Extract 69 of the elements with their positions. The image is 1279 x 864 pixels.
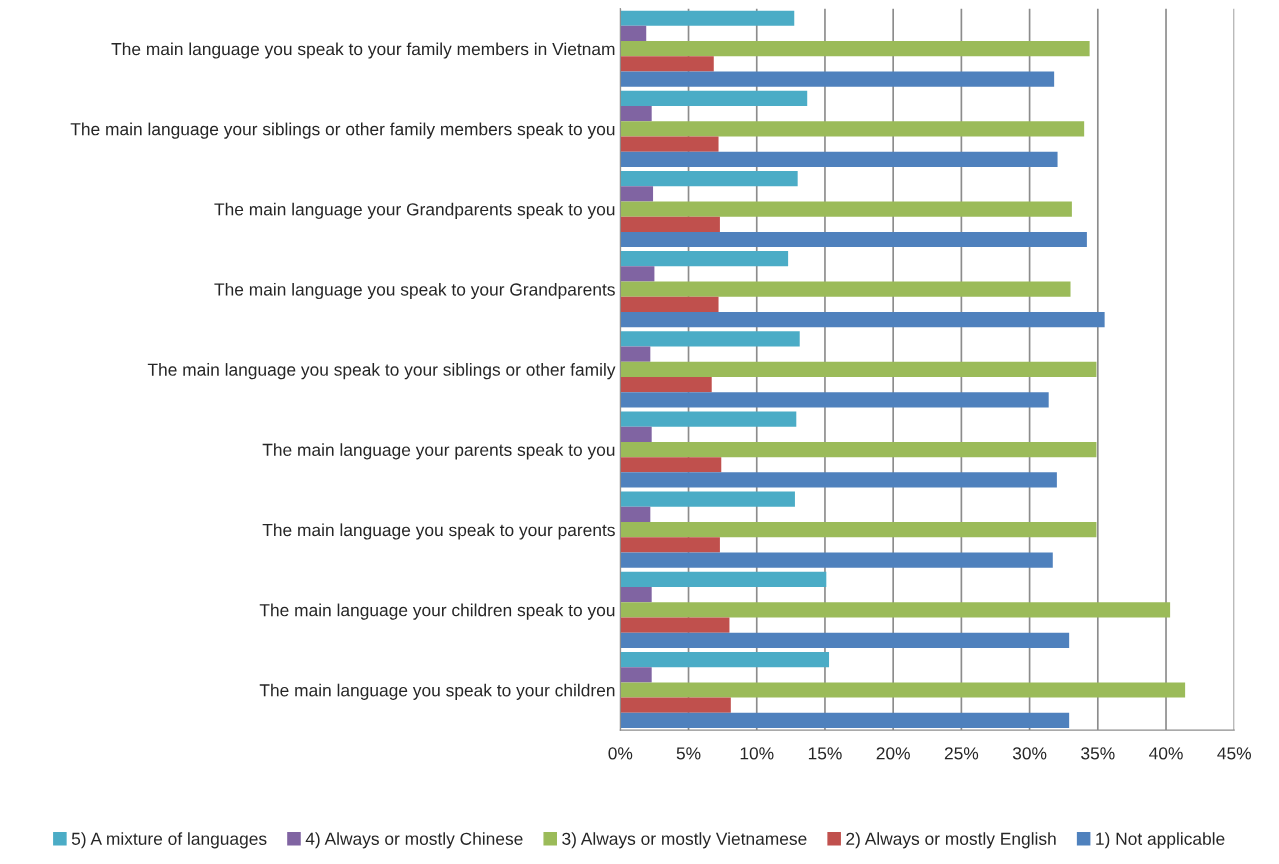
bar bbox=[620, 586, 652, 603]
x-tick-label: 5% bbox=[676, 747, 701, 760]
bar bbox=[620, 266, 655, 282]
bar bbox=[620, 216, 720, 232]
bar bbox=[620, 90, 808, 107]
bar bbox=[620, 411, 797, 427]
bar bbox=[620, 376, 712, 393]
bar bbox=[620, 41, 1090, 57]
bar bbox=[620, 361, 1097, 377]
legend-label: 3) Always or mostly Vietnamese bbox=[562, 832, 807, 849]
y-tick-label: The main language your siblings or other family members speak to you bbox=[70, 122, 615, 139]
legend-label: 2) Always or mostly English bbox=[846, 832, 1056, 849]
bar bbox=[620, 602, 1171, 618]
bar bbox=[620, 522, 1097, 538]
y-tick-label: The main language your children speak to you bbox=[259, 603, 615, 620]
bar bbox=[620, 552, 1053, 568]
bar bbox=[620, 506, 651, 523]
bar bbox=[620, 697, 731, 713]
bar bbox=[620, 71, 1055, 87]
bar bbox=[620, 682, 1186, 698]
bar bbox=[620, 426, 652, 442]
bar bbox=[620, 121, 1085, 137]
x-tick-label: 0% bbox=[608, 747, 633, 760]
bar bbox=[620, 571, 827, 587]
x-tick-label: 20% bbox=[876, 747, 910, 760]
bar bbox=[620, 667, 652, 683]
x-tick-label: 35% bbox=[1081, 747, 1115, 760]
bar bbox=[620, 617, 730, 633]
x-tick-label: 15% bbox=[808, 747, 842, 760]
y-tick-label: The main language you speak to your parents bbox=[262, 523, 615, 540]
y-tick-label: The main language you speak to your children bbox=[259, 683, 615, 700]
bar bbox=[620, 472, 1057, 488]
bar bbox=[620, 296, 719, 313]
x-tick-label: 10% bbox=[740, 747, 774, 760]
bar bbox=[620, 392, 1049, 408]
bar bbox=[620, 441, 1097, 458]
bar bbox=[620, 201, 1072, 217]
legend-label: 1) Not applicable bbox=[1096, 832, 1225, 849]
x-tick-label: 40% bbox=[1149, 747, 1183, 760]
bar bbox=[620, 632, 1070, 648]
bar bbox=[620, 106, 652, 122]
y-tick-label: The main language you speak to your family members in Vietnam bbox=[111, 42, 615, 59]
bar bbox=[620, 170, 798, 187]
x-tick-label: 45% bbox=[1217, 747, 1251, 760]
bar bbox=[620, 651, 830, 668]
bar bbox=[620, 457, 722, 473]
bar bbox=[620, 231, 1087, 248]
bar bbox=[620, 151, 1058, 167]
bar bbox=[620, 251, 789, 267]
y-tick-label: The main language you speak to your siblings or other family bbox=[147, 363, 616, 380]
y-tick-label: The main language you speak to your Grandparents bbox=[214, 282, 615, 300]
bar bbox=[620, 136, 719, 152]
bar bbox=[620, 56, 714, 72]
bar bbox=[620, 712, 1070, 729]
bar bbox=[620, 186, 654, 202]
bar bbox=[620, 25, 647, 42]
bar bbox=[620, 491, 795, 507]
bar bbox=[620, 331, 800, 347]
bar bbox=[620, 537, 720, 553]
bar bbox=[620, 281, 1071, 297]
legend-label: 4) Always or mostly Chinese bbox=[305, 832, 523, 849]
y-tick-label: The main language your parents speak to you bbox=[262, 443, 615, 460]
x-tick-label: 25% bbox=[944, 747, 979, 760]
y-tick-label: The main language your Grandparents speak to you bbox=[214, 202, 615, 219]
x-tick-label: 30% bbox=[1012, 747, 1047, 760]
legend-label: 5) A mixture of languages bbox=[71, 832, 267, 849]
bar bbox=[620, 312, 1105, 328]
bar bbox=[620, 346, 651, 362]
bar bbox=[620, 10, 795, 26]
